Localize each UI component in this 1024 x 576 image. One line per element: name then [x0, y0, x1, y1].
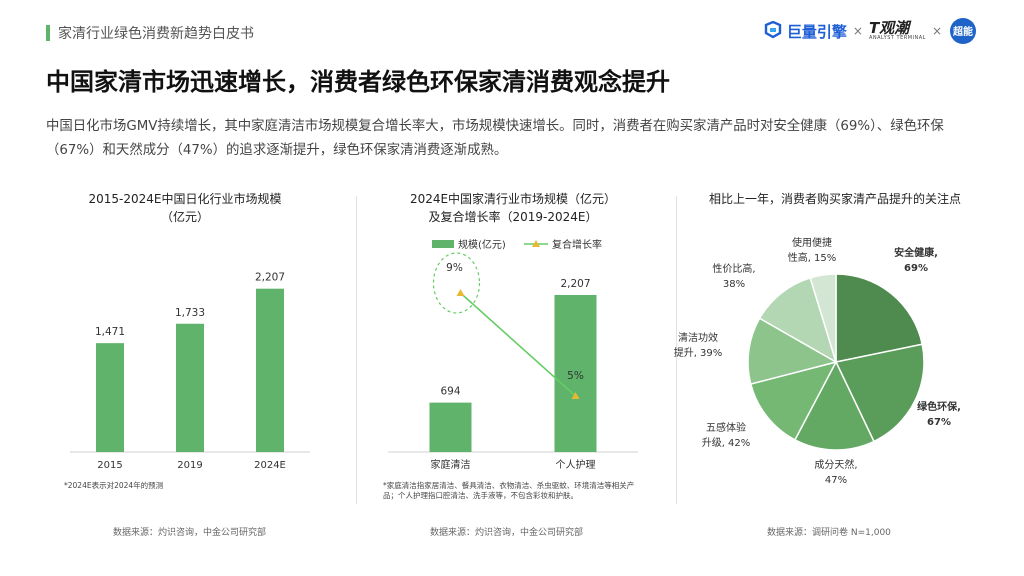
chart3-slice-label-line1: 安全健康,	[894, 246, 938, 259]
chart3-slice-label: 成分天然, 47%	[814, 458, 857, 486]
column-divider	[356, 196, 357, 504]
juliang-logo-text: 巨量引擎	[786, 22, 847, 41]
juliang-logo: 巨量引擎	[763, 21, 847, 42]
chart3-slice-label: 五感体验升级, 42%	[702, 421, 751, 449]
section-header: 家清行业绿色消费新趋势白皮书	[46, 24, 254, 42]
chart1-bar	[96, 343, 124, 452]
chart2-bar	[429, 402, 472, 452]
chart3-slice-label: 绿色环保, 67%	[917, 400, 961, 428]
chart2-data-label: 2,207	[560, 278, 590, 290]
chart1-title: 2015-2024E中国日化行业市场规模 （亿元）	[60, 190, 310, 226]
chart2-title: 2024E中国家清行业市场规模（亿元） 及复合增长率（2019-2024E）	[378, 190, 648, 226]
chart2-rate-label: 9%	[446, 262, 463, 274]
chart2-legend: 规模(亿元) 复合增长率	[432, 238, 602, 251]
chart3-slice-label-line1: 五感体验	[706, 421, 746, 434]
chart2-bar	[554, 294, 597, 452]
chart3-pie-slice	[749, 360, 838, 441]
tguan-logo: T观潮 ANALYST TERMINAL	[869, 21, 926, 41]
chaoneng-logo: 超能	[950, 18, 976, 44]
section-title: 家清行业绿色消费新趋势白皮书	[58, 26, 254, 42]
chart3-slice-label-line1: 清洁功效	[678, 331, 718, 344]
page-title: 中国家清市场迅速增长，消费者绿色环保家清消费观念提升	[46, 68, 670, 96]
logo-separator: ×	[931, 24, 942, 38]
chart2-legend-swatch-bars	[432, 240, 454, 248]
partner-logos: 巨量引擎 × T观潮 ANALYST TERMINAL × 超能	[763, 16, 978, 46]
chart2-title-line2: 及复合增长率（2019-2024E）	[428, 210, 598, 224]
chart2-legend-label: 规模(亿元)	[458, 238, 506, 251]
chart3-slice-label-line2: 47%	[825, 475, 847, 486]
logo-separator: ×	[852, 24, 863, 38]
chart3-slice-label-line2: 提升, 39%	[674, 347, 723, 359]
chart2-rate-line	[459, 292, 577, 397]
chart2-legend-label: 复合增长率	[552, 238, 602, 251]
chart2-footnote: *家庭清洁指家居清洁、餐具清洁、衣物清洁、杀虫驱蚊、环境清洁等相关产品；个人护理…	[383, 481, 635, 500]
chart1-bar-chart: 1,471 2015 1,733 2019 2,207 2024E	[70, 272, 310, 471]
chart3-source: 数据来源：调研问卷 N=1,000	[767, 528, 891, 538]
chart3-pie-slice	[834, 343, 925, 443]
chart2-legend-marker	[532, 240, 540, 247]
chart1-title-line2: （亿元）	[160, 210, 209, 224]
chart1-footnote: *2024E表示对2024年的预测	[64, 481, 164, 490]
chart1-tick-label: 2015	[97, 460, 122, 471]
chart3-slice-label: 安全健康, 69%	[894, 246, 938, 274]
tguan-logo-subtitle: ANALYST TERMINAL	[868, 35, 926, 41]
chart3-slice-label-line2: 67%	[927, 417, 951, 428]
chart2-tick-label: 个人护理	[556, 458, 596, 471]
chart3-slice-label: 使用便捷性高, 15%	[788, 236, 837, 264]
chart2-title-line1: 2024E中国家清行业市场规模（亿元）	[409, 192, 617, 206]
chart2-rate-marker	[571, 392, 580, 399]
juliang-logo-icon	[764, 21, 782, 39]
chart1-tick-label: 2024E	[254, 460, 286, 471]
chart1-bar	[256, 288, 284, 452]
chart2-source: 数据来源：灼识咨询，中金公司研究部	[430, 528, 584, 538]
chart1-source: 数据来源：灼识咨询，中金公司研究部	[113, 528, 267, 538]
chart1-tick-label: 2019	[177, 460, 202, 471]
intro-paragraph: 中国日化市场GMV持续增长，其中家庭清洁市场规模复合增长率大，市场规模快速增长。…	[46, 119, 944, 158]
chart3-slice-label-line2: 性高, 15%	[788, 251, 837, 264]
chart3-slice-label-line1: 成分天然,	[814, 458, 857, 471]
chart3-slice-label-line1: 使用便捷	[792, 236, 832, 249]
chart2-rate-marker	[456, 289, 465, 296]
chart1-data-label: 1,471	[95, 326, 125, 338]
chart3-pie-slice	[758, 276, 838, 364]
chart3-title: 相比上一年，消费者购买家清产品提升的关注点	[708, 192, 961, 206]
chart3-slice-label-line2: 69%	[904, 263, 928, 274]
chart1-bar	[176, 323, 204, 452]
chaoneng-logo-text: 超能	[952, 25, 973, 38]
tguan-logo-text: T观潮	[868, 19, 910, 37]
chart2-rate-label: 5%	[567, 370, 584, 382]
chart3-slice-label-line2: 38%	[723, 279, 745, 290]
chart3-slice-label: 性价比高, 38%	[712, 262, 755, 290]
column-divider	[676, 196, 677, 504]
chart2-combo-chart: 规模(亿元) 复合增长率 694 家庭清洁 2,207 个人护理 9% 5%	[388, 238, 638, 471]
section-marker	[46, 25, 50, 41]
chart3-slice-label-line2: 升级, 42%	[702, 437, 751, 449]
chart3-pie-slice	[793, 360, 875, 451]
chart3-pie-slice	[809, 273, 837, 363]
chart1-data-label: 1,733	[175, 307, 205, 319]
chart3-pie-chart: 安全健康, 69% 绿色环保, 67% 成分天然, 47% 五感体验升级, 42% 清洁功效提…	[674, 236, 961, 486]
chart1-data-label: 2,207	[255, 272, 285, 284]
chart2-data-label: 694	[440, 386, 460, 398]
chart3-slice-label-line1: 绿色环保,	[917, 400, 961, 413]
chart3-slice-label: 清洁功效提升, 39%	[674, 331, 723, 359]
chart1-title-line1: 2015-2024E中国日化行业市场规模	[88, 192, 282, 206]
chart3-pie-slice	[747, 317, 838, 385]
chart2-tick-label: 家庭清洁	[431, 458, 471, 471]
chart3-pie-slice	[835, 273, 924, 363]
chart3-slice-label-line1: 性价比高,	[712, 262, 755, 275]
chart2-highlight-circle	[432, 252, 481, 314]
